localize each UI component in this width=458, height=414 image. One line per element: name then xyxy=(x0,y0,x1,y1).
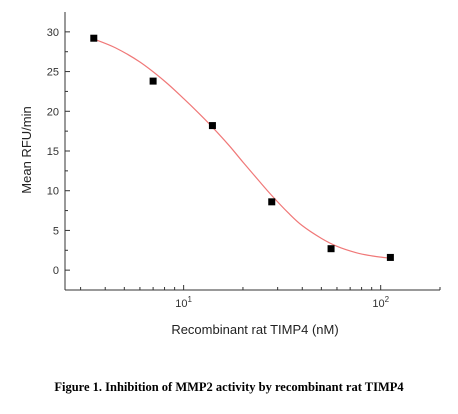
x-tick-label: 102 xyxy=(372,295,389,310)
y-tick-label: 25 xyxy=(47,67,59,79)
data-point xyxy=(386,253,394,261)
y-tick-label: 30 xyxy=(47,27,59,39)
y-tick-label: 5 xyxy=(53,225,59,237)
data-point xyxy=(268,198,276,206)
y-tick-label: 15 xyxy=(47,146,59,158)
data-point xyxy=(208,122,216,130)
fit-curve xyxy=(93,38,391,259)
data-point xyxy=(149,77,157,85)
y-tick-label: 0 xyxy=(53,265,59,277)
y-axis-title: Mean RFU/min xyxy=(19,106,34,193)
chart: 0 5 10 15 20 25 30 101 102 Recombinant rat TIMP4… xyxy=(19,12,441,337)
tick-labels-layer: 0 5 10 15 20 25 30 101 102 xyxy=(47,27,390,310)
y-tick-label: 10 xyxy=(47,186,59,198)
data-point xyxy=(327,245,335,253)
axes xyxy=(64,12,441,291)
data-point xyxy=(90,34,98,42)
fit-curve-layer xyxy=(93,38,391,259)
x-axis-title: Recombinant rat TIMP4 (nM) xyxy=(171,322,338,337)
x-tick-label: 101 xyxy=(175,295,192,310)
figure-caption: Figure 1. Inhibition of MMP2 activity by… xyxy=(54,380,404,394)
data-points-layer xyxy=(90,34,394,261)
y-tick-label: 20 xyxy=(47,106,59,118)
